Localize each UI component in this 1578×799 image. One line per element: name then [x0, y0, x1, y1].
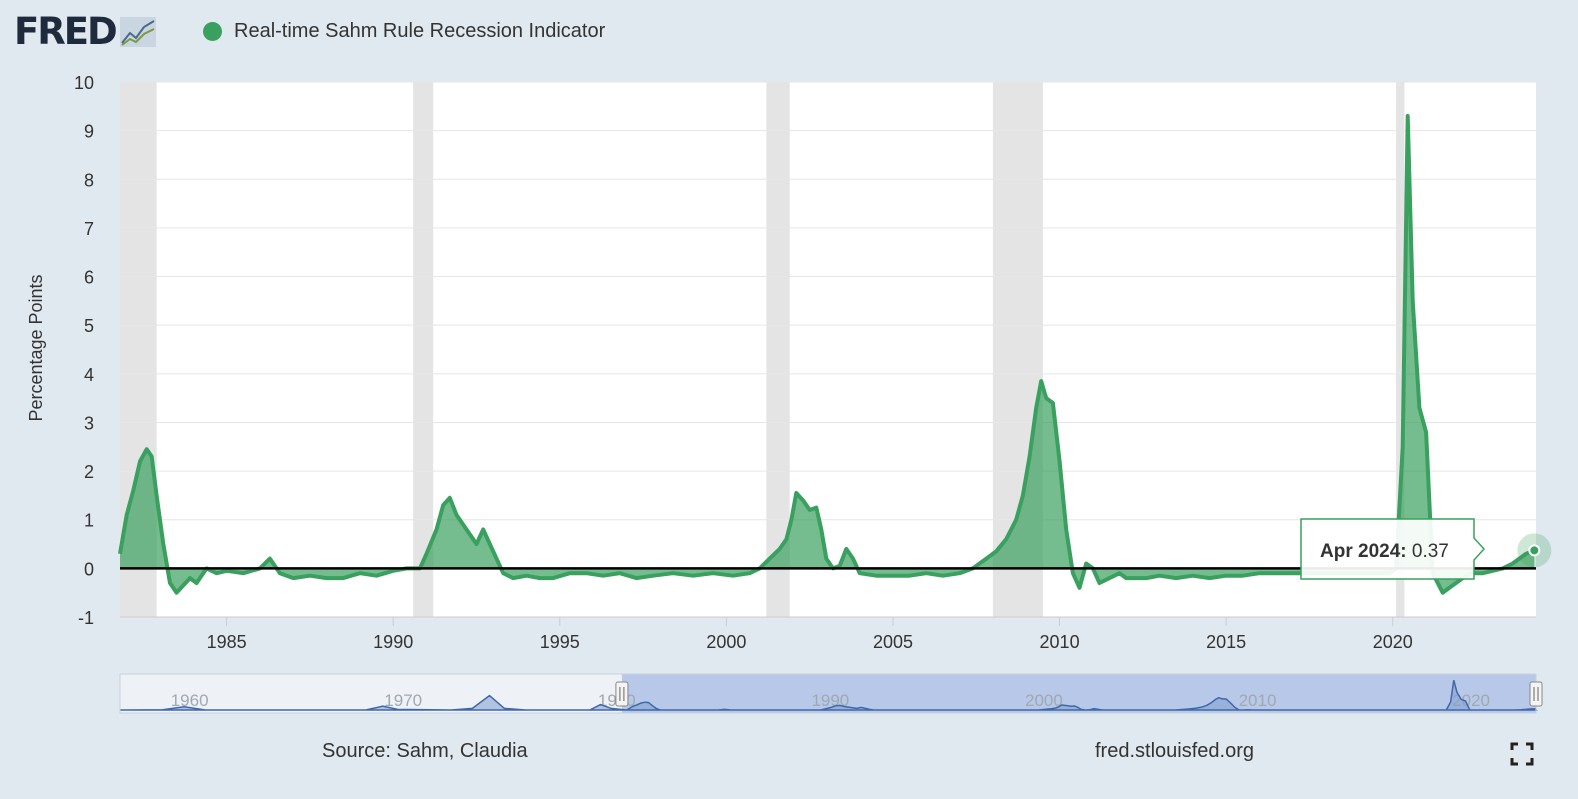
navigator-series	[119, 680, 1538, 711]
chart-canvas[interactable]: -1 0 1 2 3 4 5 6 7 8 9 10 1985 1990 1995 2000 2005 2010 2…	[0, 0, 1578, 730]
x-tick-label: 1985	[207, 632, 247, 652]
x-tick-label: 2020	[1373, 632, 1413, 652]
tooltip-text: Apr 2024: 0.37	[1320, 541, 1449, 562]
recession-shading	[120, 82, 1536, 617]
site-url[interactable]: fred.stlouisfed.org	[1095, 740, 1254, 762]
source-credit: Source: Sahm, Claudia	[322, 740, 528, 762]
y-tick-label: 9	[84, 122, 94, 142]
x-tick-label: 1995	[540, 632, 580, 652]
y-tick-label: 3	[84, 413, 94, 433]
x-tick-label: 2015	[1206, 632, 1246, 652]
x-axis: 1985 1990 1995 2000 2005 2010 2015 2020	[120, 616, 1536, 652]
hover-point[interactable]	[1528, 544, 1541, 557]
tooltip: Apr 2024: 0.37	[1300, 518, 1486, 580]
tooltip-box	[1300, 518, 1486, 580]
chart-legend[interactable]: Real-time Sahm Rule Recession Indicator	[203, 20, 605, 43]
x-tick-label: 2000	[706, 632, 746, 652]
y-tick-label: 0	[84, 559, 94, 579]
y-tick-label: 2	[84, 462, 94, 482]
fullscreen-icon[interactable]	[1510, 742, 1534, 766]
y-tick-label: 6	[84, 268, 94, 288]
tooltip-value: 0.37	[1412, 541, 1449, 562]
y-tick-label: 7	[84, 219, 94, 239]
fred-logo[interactable]: FRED	[14, 12, 156, 52]
x-tick-label: 2005	[873, 632, 913, 652]
y-tick-label: 10	[74, 73, 94, 93]
recession-band	[413, 82, 434, 617]
y-tick-label: 4	[84, 365, 94, 385]
legend-label: Real-time Sahm Rule Recession Indicator	[234, 20, 606, 42]
y-tick-label: 1	[84, 511, 94, 531]
y-tick-label: -1	[78, 608, 94, 628]
y-tick-label: 5	[84, 316, 94, 336]
navigator-label: 2010	[1239, 691, 1277, 710]
x-tick-label: 2010	[1040, 632, 1080, 652]
recession-band	[766, 82, 790, 617]
navigator-handle-right[interactable]	[1529, 681, 1543, 707]
fred-logo-text: FRED	[14, 10, 118, 53]
tooltip-date: Apr 2024:	[1320, 541, 1412, 562]
navigator-handle-left[interactable]	[615, 681, 629, 707]
navigator: 1960197019801990200020102020	[119, 673, 1543, 714]
legend-marker	[203, 22, 222, 41]
x-tick-label: 1990	[373, 632, 413, 652]
navigator-label: 2000	[1025, 691, 1063, 710]
y-tick-label: 8	[84, 170, 94, 190]
y-axis: -1 0 1 2 3 4 5 6 7 8 9 10	[74, 73, 94, 628]
line-graph-icon	[119, 17, 156, 47]
y-axis-title: Percentage Points	[26, 274, 46, 421]
recession-band	[1396, 82, 1405, 617]
navigator-selection[interactable]	[621, 674, 1536, 713]
navigator-label: 1970	[384, 691, 422, 710]
plot-background	[120, 82, 1536, 617]
navigator-label: 1960	[171, 691, 209, 710]
